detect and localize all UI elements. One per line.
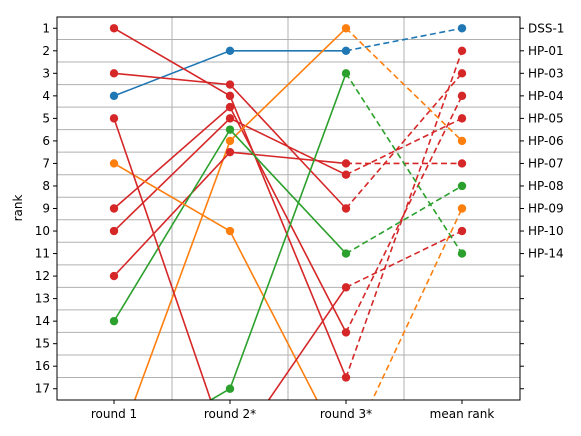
data-point	[341, 24, 351, 33]
y-tick-label: 10	[35, 224, 50, 238]
series-line-dashed	[371, 208, 463, 400]
series-line-dashed	[345, 27, 463, 142]
data-point	[225, 80, 235, 89]
data-point	[341, 204, 351, 213]
y-axis-label: rank	[11, 195, 25, 222]
data-point	[457, 24, 467, 33]
series-line	[113, 118, 347, 400]
data-point	[109, 271, 119, 281]
data-point	[457, 159, 467, 168]
data-point	[457, 181, 467, 191]
data-point	[109, 24, 119, 33]
y-tick-label: 13	[35, 292, 50, 306]
data-point	[341, 373, 351, 382]
right-series-label: HP-05	[528, 111, 564, 125]
series-line-dashed	[345, 185, 463, 255]
data-point	[109, 226, 119, 236]
y-tick-label: 3	[42, 66, 50, 80]
data-point	[457, 114, 467, 123]
data-point	[109, 159, 119, 168]
data-point	[225, 384, 235, 393]
y-tick-label: 14	[35, 314, 50, 328]
data-point	[225, 226, 235, 236]
data-point	[457, 69, 467, 78]
right-series-label: HP-10	[528, 224, 564, 238]
series-line-dashed	[345, 50, 463, 378]
y-tick-label: 7	[42, 156, 50, 170]
x-tick-label: round 1	[91, 407, 137, 421]
right-series-label: DSS-1	[528, 21, 564, 35]
series-line-dashed	[345, 117, 463, 176]
x-tick-label: round 3*	[320, 407, 372, 421]
data-point	[109, 114, 119, 123]
data-point	[341, 283, 351, 292]
data-point	[225, 102, 235, 112]
data-point	[341, 69, 351, 78]
data-point	[109, 69, 119, 78]
series-layer	[109, 24, 467, 400]
y-tick-label: 11	[35, 247, 50, 261]
data-point	[341, 46, 351, 55]
data-point	[341, 170, 351, 179]
y-tick-label: 4	[42, 89, 50, 103]
data-point	[341, 328, 351, 337]
data-point	[109, 91, 119, 101]
series-line-dashed	[345, 27, 463, 52]
series-line-dashed	[345, 72, 463, 210]
right-series-label: HP-08	[528, 179, 564, 193]
right-series-label: HP-06	[528, 134, 564, 148]
y-tick-label: 9	[42, 202, 50, 216]
y-tick-label: 6	[42, 134, 50, 148]
x-tick-label: mean rank	[430, 407, 495, 421]
data-point	[457, 204, 467, 213]
data-point	[341, 249, 351, 258]
data-point	[109, 316, 119, 326]
series-line-dashed	[345, 230, 463, 289]
series-line-dashed	[345, 72, 463, 254]
right-series-label: HP-09	[528, 202, 564, 216]
y-tick-label: 1	[42, 21, 50, 35]
data-point	[109, 204, 119, 213]
right-series-label: HP-07	[528, 156, 564, 170]
right-series-label: HP-14	[528, 247, 564, 261]
data-point	[457, 91, 467, 101]
x-tick-label: round 2*	[204, 407, 256, 421]
data-point	[225, 46, 235, 55]
data-point	[457, 136, 467, 146]
y-tick-label: 2	[42, 44, 50, 58]
right-series-label: HP-03	[528, 66, 564, 80]
y-tick-label: 15	[35, 337, 50, 351]
y-tick-label: 12	[35, 269, 50, 283]
data-point	[225, 147, 235, 157]
data-point	[341, 159, 351, 168]
y-tick-label: 8	[42, 179, 50, 193]
right-series-label: HP-01	[528, 44, 564, 58]
data-point	[457, 249, 467, 258]
y-tick-label: 17	[35, 382, 50, 396]
series-line-dashed	[345, 95, 463, 333]
data-point	[225, 125, 235, 134]
y-tick-label: 5	[42, 111, 50, 125]
grid	[57, 17, 520, 400]
data-point	[225, 91, 235, 101]
data-point	[225, 114, 235, 123]
right-series-label: HP-04	[528, 89, 564, 103]
axes: 1234567891011121314151617DSS-1HP-01HP-03…	[35, 21, 565, 421]
y-tick-label: 16	[35, 359, 50, 373]
data-point	[457, 46, 467, 55]
data-point	[225, 136, 235, 146]
data-point	[457, 226, 467, 236]
